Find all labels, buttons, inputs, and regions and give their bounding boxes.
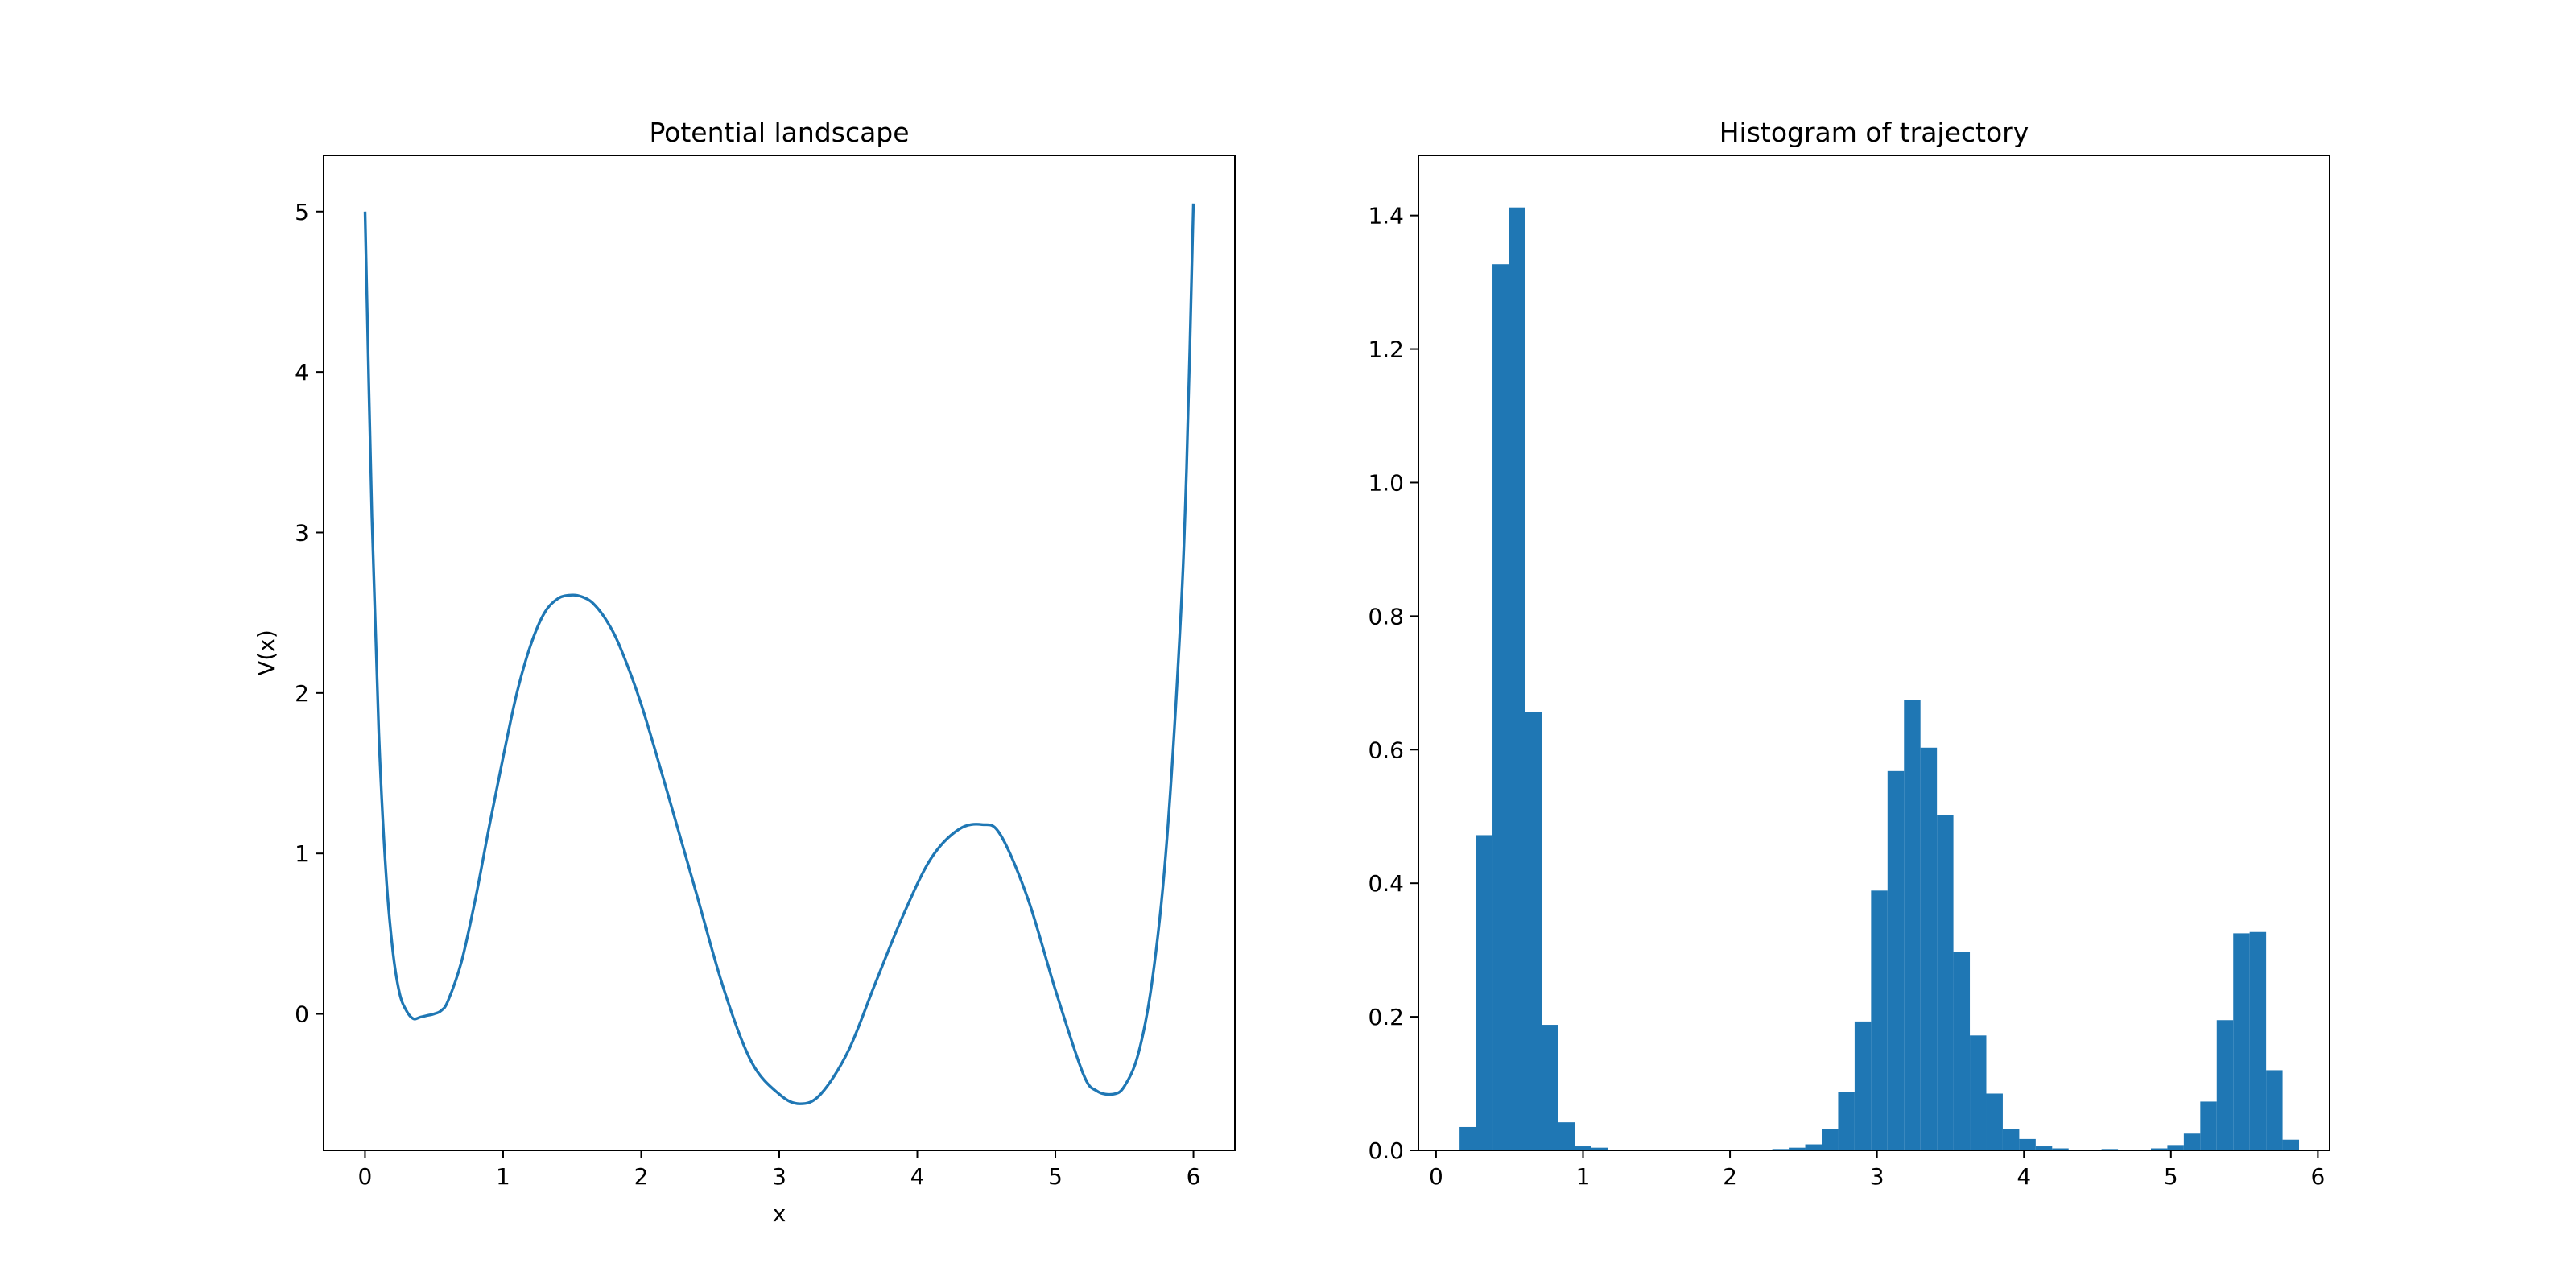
histogram-bar xyxy=(1525,711,1542,1150)
x-tick-label: 5 xyxy=(2164,1163,2178,1190)
histogram-bar xyxy=(1558,1122,1575,1150)
x-tick-label: 3 xyxy=(1870,1163,1885,1190)
y-tick-label: 5 xyxy=(295,199,309,225)
histogram-bar xyxy=(2167,1145,2184,1150)
x-tick-label: 1 xyxy=(1576,1163,1591,1190)
potential-y-axis-ticks: 0 1 2 3 4 5 xyxy=(295,199,324,1028)
histogram-bar xyxy=(1838,1092,1855,1150)
y-tick-label: 1.2 xyxy=(1368,336,1404,363)
x-tick-label: 4 xyxy=(910,1163,925,1190)
y-tick-label: 1.4 xyxy=(1368,203,1404,229)
potential-x-axis-ticks: 0 1 2 3 4 5 6 xyxy=(358,1150,1201,1190)
potential-plot-title: Potential landscape xyxy=(649,117,909,148)
histogram-bar xyxy=(1970,1035,1987,1150)
x-tick-label: 0 xyxy=(1429,1163,1443,1190)
histogram-bar xyxy=(1904,700,1921,1150)
x-tick-label: 3 xyxy=(772,1163,786,1190)
histogram-bar xyxy=(1805,1144,1823,1150)
histogram-bar xyxy=(1822,1129,1839,1150)
histogram-bar xyxy=(2249,931,2267,1150)
histogram-bar xyxy=(1854,1021,1872,1150)
histogram-plot-frame xyxy=(1418,155,2330,1151)
histogram-bar xyxy=(1476,835,1493,1150)
histogram-bar xyxy=(2150,1148,2168,1150)
histogram-x-axis-ticks: 0 1 2 3 4 5 6 xyxy=(1429,1150,2325,1190)
y-tick-label: 0.2 xyxy=(1368,1004,1404,1030)
x-tick-label: 2 xyxy=(1723,1163,1737,1190)
histogram-bar xyxy=(1492,264,1509,1151)
y-tick-label: 0 xyxy=(295,1001,309,1028)
histogram-bar xyxy=(2200,1101,2217,1150)
histogram-bar xyxy=(1937,815,1954,1150)
histogram-bar xyxy=(2266,1070,2283,1150)
histogram-bar xyxy=(2019,1138,2036,1150)
histogram-bar xyxy=(1920,747,1938,1150)
potential-x-axis-label: x xyxy=(773,1200,786,1227)
potential-y-axis-label: V(x) xyxy=(253,630,279,676)
histogram-bars xyxy=(1459,207,2300,1151)
histogram-bar xyxy=(2035,1146,2053,1150)
y-tick-label: 3 xyxy=(295,519,309,546)
histogram-plot-title: Histogram of trajectory xyxy=(1719,117,2029,148)
y-tick-label: 0.0 xyxy=(1368,1137,1404,1164)
y-tick-label: 4 xyxy=(295,359,309,386)
histogram-y-axis-ticks: 0.0 0.2 0.4 0.6 0.8 1.0 1.2 1.4 xyxy=(1368,203,1418,1164)
x-tick-label: 2 xyxy=(634,1163,649,1190)
x-tick-label: 1 xyxy=(496,1163,510,1190)
histogram-bar xyxy=(2216,1020,2234,1150)
histogram-bar xyxy=(2002,1129,2020,1150)
y-tick-label: 2 xyxy=(295,680,309,707)
histogram-bar xyxy=(2052,1148,2069,1150)
y-tick-label: 0.6 xyxy=(1368,737,1404,763)
y-tick-label: 1 xyxy=(295,840,309,867)
histogram-bar xyxy=(1887,770,1905,1150)
x-tick-label: 4 xyxy=(2017,1163,2031,1190)
potential-plot: Potential landscape x V(x) 0 1 2 3 4 5 6 0 1 2 3 4… xyxy=(253,117,1236,1227)
x-tick-label: 6 xyxy=(1187,1163,1201,1190)
x-tick-label: 6 xyxy=(2310,1163,2325,1190)
y-tick-label: 0.8 xyxy=(1368,603,1404,630)
histogram-bar xyxy=(1789,1147,1806,1150)
potential-series xyxy=(363,203,1195,1105)
histogram-bar xyxy=(2183,1133,2201,1150)
histogram-bar xyxy=(1542,1025,1558,1150)
histogram-bar xyxy=(1953,952,1971,1150)
potential-curve xyxy=(363,203,1195,1105)
y-tick-label: 1.0 xyxy=(1368,469,1404,496)
histogram-bar xyxy=(1871,890,1888,1150)
x-tick-label: 5 xyxy=(1048,1163,1063,1190)
histogram-bar xyxy=(1986,1093,2003,1150)
histogram-bar xyxy=(1575,1146,1591,1150)
x-tick-label: 0 xyxy=(358,1163,373,1190)
histogram-bar xyxy=(1591,1147,1608,1150)
histogram-bar xyxy=(1509,207,1525,1150)
y-tick-label: 0.4 xyxy=(1368,870,1404,897)
histogram-bar xyxy=(2233,933,2250,1150)
histogram-bar xyxy=(1459,1126,1476,1150)
histogram-bar xyxy=(2282,1139,2300,1150)
